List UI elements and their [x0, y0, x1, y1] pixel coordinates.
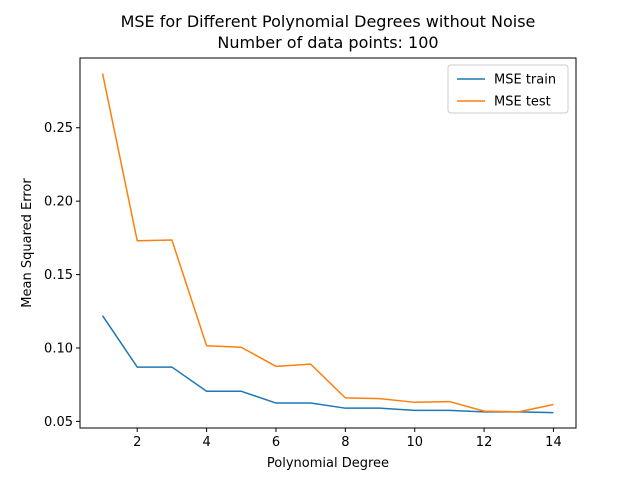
y-tick-label: 0.20 [44, 195, 73, 210]
legend-label: MSE test [494, 95, 551, 110]
plot-frame [79, 57, 577, 429]
x-tick-label: 10 [406, 435, 423, 450]
y-tick-label: 0.05 [44, 415, 73, 430]
legend-label: MSE train [494, 73, 556, 88]
x-tick-label: 6 [272, 435, 280, 450]
y-tick-label: 0.15 [44, 268, 73, 283]
x-tick-label: 4 [202, 435, 210, 450]
legend: MSE train MSE test [447, 64, 569, 114]
x-axis-label: Polynomial Degree [267, 456, 389, 471]
chart-title: MSE for Different Polynomial Degrees wit… [121, 12, 536, 31]
y-tick-label: 0.25 [44, 121, 73, 136]
y-axis-ticks: 0.05 0.10 0.15 0.20 0.25 [44, 121, 80, 430]
chart-subtitle: Number of data points: 100 [217, 33, 438, 52]
x-axis-ticks: 2 4 6 8 10 12 14 [133, 428, 562, 450]
x-tick-label: 8 [341, 435, 349, 450]
series-line-train [101, 315, 554, 414]
x-tick-label: 12 [476, 435, 493, 450]
y-axis-label: Mean Squared Error [20, 178, 35, 308]
series-line-test [101, 73, 554, 413]
x-tick-label: 14 [545, 435, 562, 450]
x-tick-label: 2 [133, 435, 141, 450]
y-tick-label: 0.10 [44, 341, 73, 356]
plot-lines [101, 73, 554, 414]
